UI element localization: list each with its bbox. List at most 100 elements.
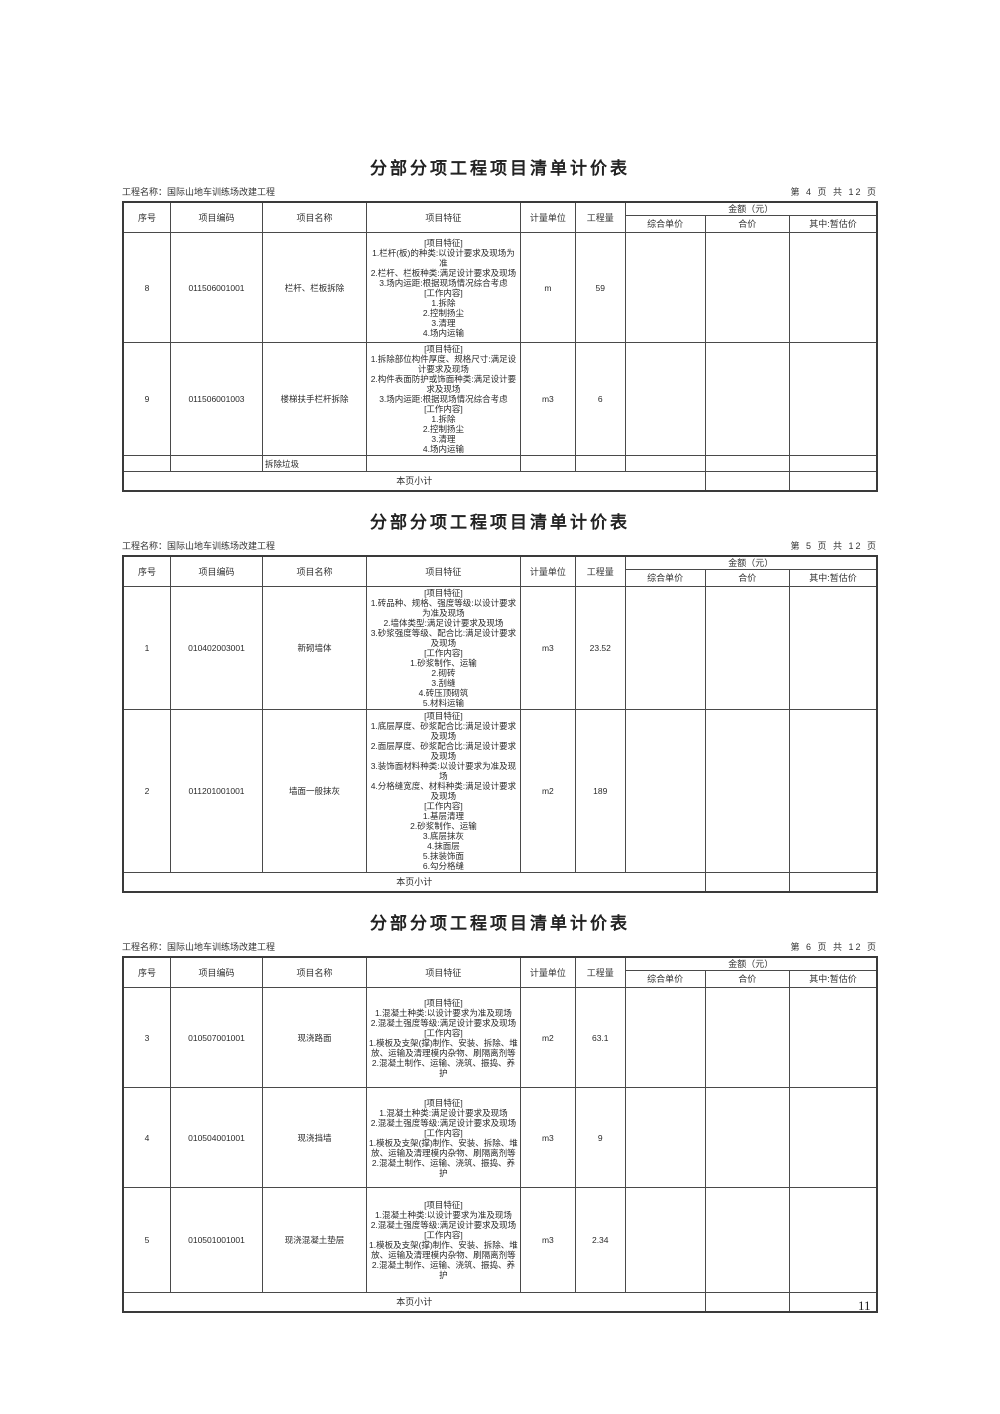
cell-code: 011506001003	[170, 342, 263, 456]
pricing-table-section-2: 分部分项工程项目清单计价表 工程名称：国际山地车训练场改建工程 第 5 页 共 …	[122, 512, 878, 893]
page-info: 第 5 页 共 12 页	[790, 541, 878, 551]
project-name-label: 工程名称：国际山地车训练场改建工程	[122, 942, 276, 952]
cell-unit: m2	[519, 709, 576, 873]
cell-name: 楼梯扶手栏杆拆除	[261, 342, 368, 456]
header-row-amount: 序号 项目编码 项目名称 项目特征 计量单位 工程量 金额（元）	[122, 555, 878, 587]
table-row: 9 011506001003 楼梯扶手栏杆拆除 [项目特征] 1.拆除部位构件厚…	[122, 342, 878, 456]
cell-code: 010402003001	[170, 586, 263, 710]
col-seq: 序号	[122, 956, 171, 988]
page-info: 第 4 页 共 12 页	[790, 187, 878, 197]
header-row-sub: 综合单价 合价 其中:暂估价	[123, 970, 878, 988]
cell-unit-price	[624, 342, 706, 456]
subtotal-row: 本页小计	[122, 1292, 878, 1313]
header-row-amount: 序号 项目编码 项目名称 项目特征 计量单位 工程量 金额（元）	[122, 956, 878, 988]
cell-unit: m2	[519, 987, 576, 1088]
col-total: 合价	[704, 970, 790, 988]
cell-total	[704, 586, 790, 710]
subtotal-total	[704, 872, 790, 893]
cell-seq: 1	[122, 586, 171, 710]
table-meta-row: 工程名称：国际山地车训练场改建工程 第 6 页 共 12 页	[122, 941, 878, 954]
subtotal-row: 本页小计	[122, 872, 878, 893]
cell-unit	[519, 455, 576, 472]
col-name: 项目名称	[261, 201, 368, 233]
cell-unit: m	[519, 232, 576, 343]
cell-code	[170, 455, 263, 472]
col-code: 项目编码	[170, 201, 263, 233]
table-meta-row: 工程名称：国际山地车训练场改建工程 第 4 页 共 12 页	[122, 186, 878, 199]
project-name-label: 工程名称：国际山地车训练场改建工程	[122, 187, 276, 197]
col-qty: 工程量	[574, 956, 626, 988]
col-name: 项目名称	[261, 956, 368, 988]
cell-name: 现浇混凝土垫层	[261, 1187, 368, 1293]
col-unit-price: 综合单价	[624, 569, 706, 587]
cell-name: 栏杆、栏板拆除	[261, 232, 368, 343]
col-qty: 工程量	[574, 555, 626, 587]
subtotal-row: 本页小计	[122, 471, 878, 492]
page-number: 11	[858, 1298, 871, 1313]
cell-total	[704, 987, 790, 1088]
cell-seq: 8	[122, 232, 171, 343]
cell-name: 现浇路面	[261, 987, 368, 1088]
col-spec: 项目特征	[366, 956, 521, 988]
cell-spec: [项目特征] 1.底层厚度、砂浆配合比:满足设计要求及现场 2.面层厚度、砂浆配…	[366, 709, 521, 873]
col-qty: 工程量	[574, 201, 626, 233]
cell-provisional	[788, 709, 878, 873]
col-unit: 计量单位	[519, 555, 576, 587]
col-provisional: 其中:暂估价	[788, 215, 878, 233]
table-row: 4 010504001001 现浇挡墙 [项目特征] 1.混凝土种类:满足设计要…	[122, 1087, 878, 1188]
cell-qty: 23.52	[574, 586, 626, 710]
cell-unit: m3	[519, 586, 576, 710]
cell-provisional	[788, 1087, 878, 1188]
cell-qty: 9	[574, 1087, 626, 1188]
col-amount-group: 金额（元）	[624, 956, 878, 971]
col-seq: 序号	[122, 555, 171, 587]
cell-name: 拆除垃圾	[261, 455, 368, 472]
cell-unit: m3	[519, 1087, 576, 1188]
cell-spec	[366, 455, 521, 472]
pricing-table-section-1: 分部分项工程项目清单计价表 工程名称：国际山地车训练场改建工程 第 4 页 共 …	[122, 0, 878, 492]
subtotal-provisional	[788, 471, 878, 492]
project-name-label: 工程名称：国际山地车训练场改建工程	[122, 541, 276, 551]
table-row: 8 011506001001 栏杆、栏板拆除 [项目特征] 1.栏杆(板)的种类…	[122, 232, 878, 343]
cell-qty: 189	[574, 709, 626, 873]
cell-unit-price	[624, 1087, 706, 1188]
cell-total	[704, 232, 790, 343]
cell-unit-price	[624, 709, 706, 873]
pricing-table-section-3: 分部分项工程项目清单计价表 工程名称：国际山地车训练场改建工程 第 6 页 共 …	[122, 913, 878, 1313]
col-total: 合价	[704, 569, 790, 587]
cell-total	[704, 709, 790, 873]
cell-code: 011201001001	[170, 709, 263, 873]
subtotal-label: 本页小计	[122, 872, 706, 893]
subtotal-provisional	[788, 1292, 878, 1313]
col-provisional: 其中:暂估价	[788, 970, 878, 988]
subtotal-total	[704, 471, 790, 492]
table-title: 分部分项工程项目清单计价表	[370, 914, 630, 933]
header-row-sub: 综合单价 合价 其中:暂估价	[123, 215, 878, 233]
col-spec: 项目特征	[366, 201, 521, 233]
cell-provisional	[788, 1187, 878, 1293]
col-seq: 序号	[122, 201, 171, 233]
cell-qty	[574, 455, 626, 472]
cell-qty: 2.34	[574, 1187, 626, 1293]
col-amount-group: 金额（元）	[624, 201, 878, 216]
cell-total	[704, 1187, 790, 1293]
cell-spec: [项目特征] 1.混凝土种类:以设计要求为准及现场 2.混凝土强度等级:满足设计…	[366, 987, 521, 1088]
cell-name: 墙面一般抹灰	[261, 709, 368, 873]
cell-spec: [项目特征] 1.拆除部位构件厚度、规格尺寸:满足设计要求及现场 2.构件表面防…	[366, 342, 521, 456]
cell-provisional	[788, 586, 878, 710]
subtotal-total	[704, 1292, 790, 1313]
cell-seq: 3	[122, 987, 171, 1088]
col-unit: 计量单位	[519, 956, 576, 988]
boq-table: 序号 项目编码 项目名称 项目特征 计量单位 工程量 金额（元） 综合单价 合价…	[122, 555, 878, 893]
cell-spec: [项目特征] 1.混凝土种类:以设计要求为准及现场 2.混凝土强度等级:满足设计…	[366, 1187, 521, 1293]
boq-table: 序号 项目编码 项目名称 项目特征 计量单位 工程量 金额（元） 综合单价 合价…	[122, 956, 878, 1313]
cell-total	[704, 342, 790, 456]
page-info: 第 6 页 共 12 页	[790, 942, 878, 952]
col-unit-price: 综合单价	[624, 970, 706, 988]
cell-provisional	[788, 455, 878, 472]
cell-unit-price	[624, 586, 706, 710]
subtotal-label: 本页小计	[122, 471, 706, 492]
cell-name: 现浇挡墙	[261, 1087, 368, 1188]
partial-row: 拆除垃圾	[122, 455, 878, 472]
cell-seq: 4	[122, 1087, 171, 1188]
